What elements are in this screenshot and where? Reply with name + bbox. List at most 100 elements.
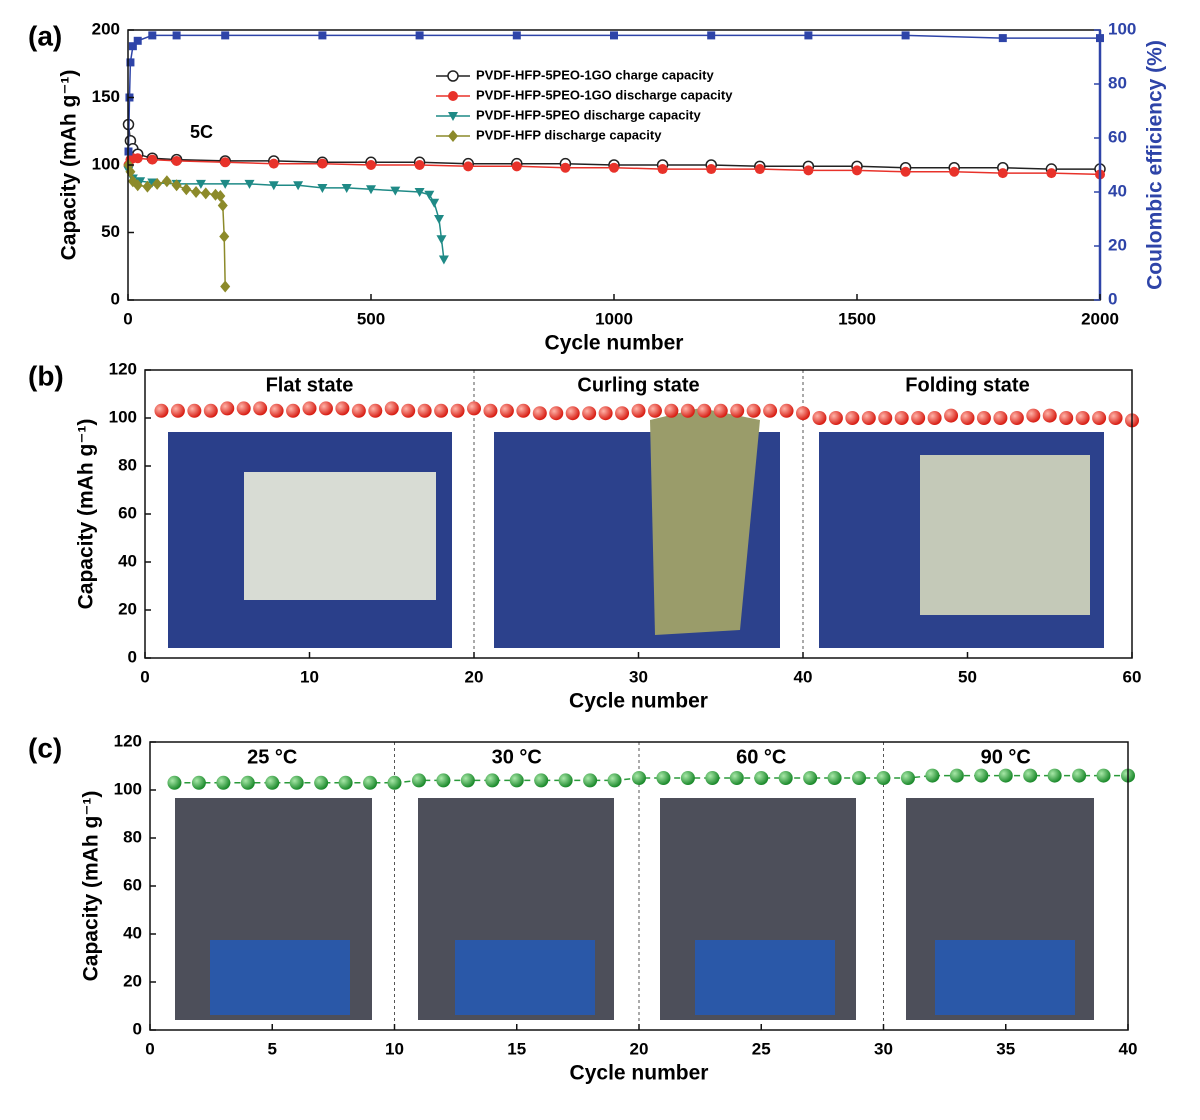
y-tick-label: 20 [123, 971, 142, 990]
marker [927, 411, 942, 425]
marker [448, 130, 458, 142]
y-tick-label: 150 [92, 87, 120, 106]
x-tick-label: 50 [958, 667, 977, 686]
x-tick-label: 10 [385, 1039, 404, 1058]
marker [415, 31, 424, 40]
marker [152, 177, 163, 190]
marker [901, 31, 910, 40]
marker [549, 406, 564, 421]
marker [460, 773, 475, 788]
marker [126, 58, 135, 67]
marker [171, 155, 182, 166]
marker [368, 403, 383, 418]
marker [607, 773, 622, 788]
marker [463, 161, 474, 172]
legend-label: PVDF-HFP-5PEO-1GO discharge capacity [476, 87, 733, 102]
marker [705, 771, 720, 785]
marker [172, 31, 181, 40]
marker [417, 403, 432, 418]
marker [424, 190, 435, 200]
marker [414, 188, 425, 197]
marker [414, 160, 425, 170]
photo-pouch [920, 455, 1090, 615]
marker [976, 411, 991, 425]
marker [509, 773, 524, 788]
y-tick-label: 200 [92, 19, 120, 38]
marker [366, 160, 376, 170]
marker [949, 768, 964, 783]
marker [1096, 768, 1111, 783]
marker [128, 42, 137, 51]
marker [631, 403, 646, 418]
marker [664, 403, 679, 418]
y2-tick-label: 0 [1108, 289, 1117, 308]
marker [680, 403, 695, 418]
marker [483, 403, 498, 418]
y-tick-label: 0 [111, 289, 120, 308]
marker [191, 186, 202, 198]
marker [779, 403, 794, 418]
x-tick-label: 500 [357, 309, 385, 328]
marker [707, 31, 716, 40]
marker [142, 180, 153, 193]
marker [221, 31, 230, 40]
marker [448, 112, 458, 121]
marker [1092, 411, 1107, 425]
marker [560, 162, 571, 173]
y-tick-label: 100 [114, 779, 142, 798]
marker [147, 154, 158, 165]
marker [729, 771, 744, 785]
marker [269, 403, 284, 418]
marker [713, 403, 728, 418]
marker [434, 403, 449, 418]
photo-device [210, 940, 350, 1015]
y-tick-label: 20 [118, 599, 137, 618]
marker [438, 255, 449, 265]
y2-tick-label: 100 [1108, 19, 1136, 38]
marker [181, 183, 192, 196]
y-tick-label: 40 [118, 551, 137, 570]
marker [697, 403, 712, 418]
panel-label: (b) [28, 360, 64, 391]
marker [615, 406, 630, 421]
marker [191, 775, 206, 790]
x-tick-label: 0 [140, 667, 149, 686]
marker [583, 773, 598, 788]
marker [203, 403, 218, 418]
marker [1075, 411, 1090, 425]
x-tick-label: 0 [123, 309, 132, 328]
photo-device [935, 940, 1075, 1015]
marker [925, 768, 940, 783]
y-axis-label: Capacity (mAh g⁻¹) [75, 419, 98, 610]
marker [1059, 411, 1074, 425]
marker [148, 31, 157, 40]
marker [317, 183, 328, 193]
photos [168, 408, 1104, 1020]
marker [341, 183, 352, 193]
marker [610, 31, 618, 40]
marker [598, 406, 613, 421]
marker [401, 403, 416, 418]
marker [680, 771, 695, 785]
marker [161, 175, 172, 188]
marker [485, 773, 500, 788]
marker [450, 403, 465, 418]
marker [827, 771, 842, 785]
marker [289, 775, 304, 790]
marker [746, 403, 761, 418]
marker [384, 401, 399, 416]
marker [390, 186, 401, 196]
marker [187, 403, 202, 418]
marker [132, 179, 143, 192]
marker [647, 403, 662, 418]
marker [132, 153, 143, 164]
marker [582, 406, 597, 421]
marker [1072, 768, 1087, 783]
legend-label: PVDF-HFP-5PEO discharge capacity [476, 107, 701, 122]
marker [240, 775, 255, 790]
marker [1023, 768, 1038, 783]
marker [803, 165, 814, 176]
x-tick-label: 20 [465, 667, 484, 686]
marker [804, 31, 813, 40]
